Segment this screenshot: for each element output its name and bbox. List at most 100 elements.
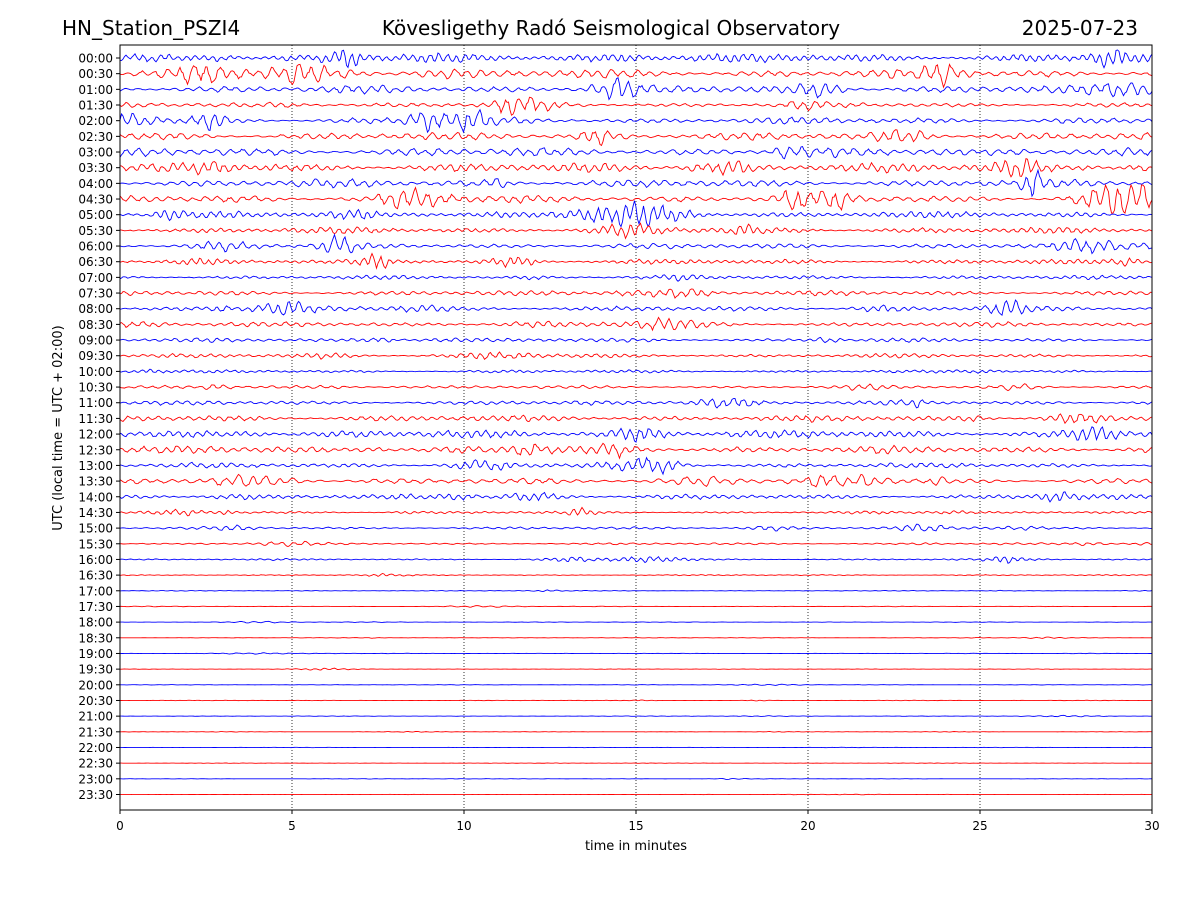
row-time-label: 18:30 bbox=[78, 631, 113, 645]
row-time-label: 01:00 bbox=[78, 83, 113, 97]
row-time-label: 03:30 bbox=[78, 161, 113, 175]
x-tick-label: 15 bbox=[628, 819, 643, 833]
seismic-trace bbox=[119, 336, 1153, 344]
seismic-trace bbox=[119, 777, 1153, 780]
seismic-trace bbox=[119, 200, 1153, 228]
x-tick-label: 5 bbox=[288, 819, 296, 833]
row-time-label: 13:00 bbox=[78, 459, 113, 473]
x-tick-label: 10 bbox=[456, 819, 471, 833]
seismic-trace bbox=[119, 652, 1152, 655]
station-name: HN_Station_PSZI4 bbox=[62, 16, 241, 40]
row-time-label: 22:00 bbox=[78, 741, 113, 755]
row-time-label: 23:30 bbox=[78, 788, 113, 802]
row-time-label: 04:00 bbox=[78, 177, 113, 191]
row-time-label: 00:30 bbox=[78, 67, 113, 81]
seismic-trace bbox=[119, 683, 1153, 686]
seismic-trace bbox=[119, 699, 1153, 702]
seismic-trace bbox=[120, 620, 1152, 624]
seismic-trace bbox=[119, 158, 1153, 178]
row-time-label: 10:30 bbox=[78, 381, 113, 395]
observatory-title: Kövesligethy Radó Seismological Observat… bbox=[381, 16, 841, 40]
x-tick-group: 0 5 10 15 20 25 30 bbox=[116, 810, 1160, 833]
seismic-trace bbox=[119, 76, 1153, 101]
row-time-label: 22:30 bbox=[78, 757, 113, 771]
seismic-trace bbox=[119, 442, 1153, 460]
seismic-trace bbox=[119, 288, 1153, 299]
row-time-label: 17:00 bbox=[78, 584, 113, 598]
row-time-label: 07:00 bbox=[78, 271, 113, 285]
seismic-trace bbox=[119, 49, 1153, 69]
row-time-label: 11:30 bbox=[78, 412, 113, 426]
seismic-trace bbox=[119, 555, 1153, 564]
row-time-label: 04:30 bbox=[78, 193, 113, 207]
row-time-label: 00:00 bbox=[78, 52, 113, 66]
row-time-label: 17:30 bbox=[78, 600, 113, 614]
x-tick-label: 25 bbox=[972, 819, 987, 833]
seismic-trace bbox=[119, 572, 1153, 577]
seismic-trace bbox=[119, 183, 1153, 214]
row-time-label: 08:00 bbox=[78, 302, 113, 316]
row-time-label: 05:30 bbox=[78, 224, 113, 238]
row-time-label: 21:30 bbox=[78, 725, 113, 739]
seismic-trace bbox=[119, 636, 1153, 639]
row-time-label: 08:30 bbox=[78, 318, 113, 332]
grid-lines bbox=[291, 45, 981, 810]
seismic-trace bbox=[119, 368, 1153, 374]
seismic-trace bbox=[119, 589, 1153, 593]
seismic-trace bbox=[119, 456, 1153, 476]
seismic-trace bbox=[119, 222, 1153, 240]
row-time-label: 18:00 bbox=[78, 616, 113, 630]
row-time-label: 14:00 bbox=[78, 490, 113, 504]
seismic-trace bbox=[119, 146, 1153, 160]
seismic-trace bbox=[119, 491, 1153, 503]
seismic-trace bbox=[119, 714, 1153, 718]
seismic-trace bbox=[119, 383, 1153, 392]
x-axis-label: time in minutes bbox=[585, 839, 687, 854]
seismic-trace bbox=[119, 473, 1153, 488]
record-date: 2025-07-23 bbox=[1021, 16, 1138, 40]
row-time-label: 12:00 bbox=[78, 428, 113, 442]
row-time-label: 06:00 bbox=[78, 240, 113, 254]
row-time-label: 11:00 bbox=[78, 396, 113, 410]
row-time-label: 02:00 bbox=[78, 114, 113, 128]
seismic-trace bbox=[119, 96, 1153, 116]
row-time-label: 10:00 bbox=[78, 365, 113, 379]
seismic-trace bbox=[119, 793, 1153, 796]
seismic-trace bbox=[119, 252, 1153, 270]
seismic-trace bbox=[119, 299, 1153, 317]
row-time-label: 03:00 bbox=[78, 146, 113, 160]
seismic-trace bbox=[119, 398, 1153, 409]
row-time-label: 13:30 bbox=[78, 475, 113, 489]
row-time-label: 20:00 bbox=[78, 678, 113, 692]
seismic-trace bbox=[119, 63, 1153, 89]
row-time-label: 09:00 bbox=[78, 334, 113, 348]
row-time-label: 02:30 bbox=[78, 130, 113, 144]
seismic-trace bbox=[119, 426, 1153, 443]
row-time-label: 06:30 bbox=[78, 255, 113, 269]
x-tick-label: 20 bbox=[800, 819, 815, 833]
trace-group bbox=[119, 49, 1153, 796]
seismic-trace bbox=[119, 274, 1153, 282]
x-tick-label: 30 bbox=[1144, 819, 1159, 833]
seismic-trace bbox=[119, 667, 1153, 671]
row-time-label: 21:00 bbox=[78, 710, 113, 724]
row-time-label: 14:30 bbox=[78, 506, 113, 520]
row-time-label: 16:30 bbox=[78, 569, 113, 583]
x-tick-label: 0 bbox=[116, 819, 124, 833]
row-time-label: 20:30 bbox=[78, 694, 113, 708]
row-time-label: 09:30 bbox=[78, 349, 113, 363]
seismic-trace bbox=[119, 316, 1153, 332]
row-time-label: 19:30 bbox=[78, 663, 113, 677]
seismic-trace bbox=[119, 605, 1153, 608]
seismic-trace bbox=[119, 108, 1153, 134]
row-time-label: 05:00 bbox=[78, 208, 113, 222]
seismic-trace bbox=[119, 506, 1153, 517]
row-time-label: 16:00 bbox=[78, 553, 113, 567]
row-time-label: 01:30 bbox=[78, 99, 113, 113]
seismic-trace bbox=[119, 730, 1153, 733]
seismic-trace bbox=[119, 129, 1153, 147]
y-axis-label: UTC (local time = UTC + 02:00) bbox=[51, 325, 66, 530]
row-time-label: 15:00 bbox=[78, 522, 113, 536]
